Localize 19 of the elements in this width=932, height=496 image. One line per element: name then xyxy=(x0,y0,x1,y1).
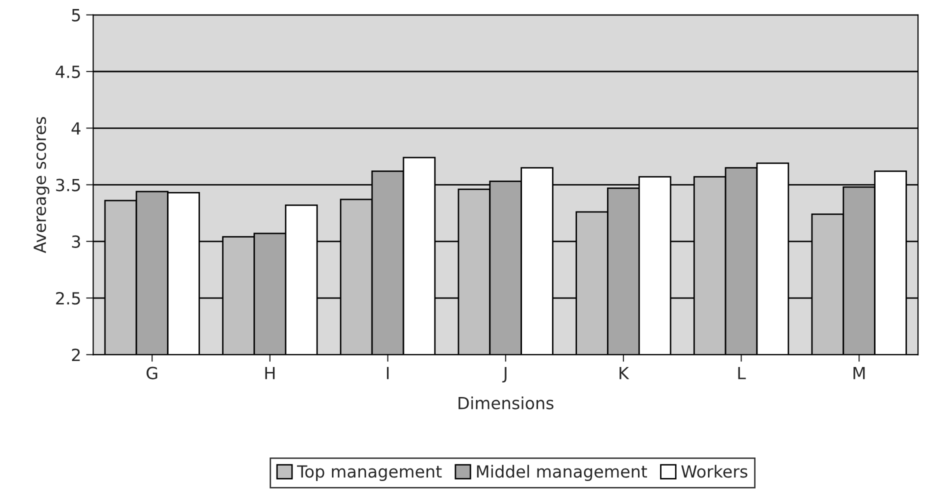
legend-label: Workers xyxy=(681,464,748,478)
legend-label: Middel management xyxy=(477,464,648,481)
x-tick-label: H xyxy=(265,366,275,380)
x-tick-label: G xyxy=(146,366,158,380)
y-tick-label: 5 xyxy=(72,9,80,22)
y-tick-label: 3 xyxy=(72,235,80,248)
y-axis-title: Avereage scores xyxy=(34,117,50,254)
y-tick-label: 4 xyxy=(72,122,80,134)
y-tick-label: 2.5 xyxy=(56,292,80,305)
y-tick-label: 3.5 xyxy=(56,178,80,192)
x-axis-title: Dimensions xyxy=(458,396,554,410)
x-tick-label: I xyxy=(386,366,389,380)
x-tick-label: J xyxy=(502,366,506,382)
y-tick-label: 2 xyxy=(72,348,80,361)
x-tick-label: K xyxy=(620,366,630,380)
x-tick-label: M xyxy=(854,366,865,380)
x-tick-label: L xyxy=(738,366,746,380)
y-tick-label: 4.5 xyxy=(56,66,80,78)
legend-label: Top management xyxy=(296,465,442,481)
